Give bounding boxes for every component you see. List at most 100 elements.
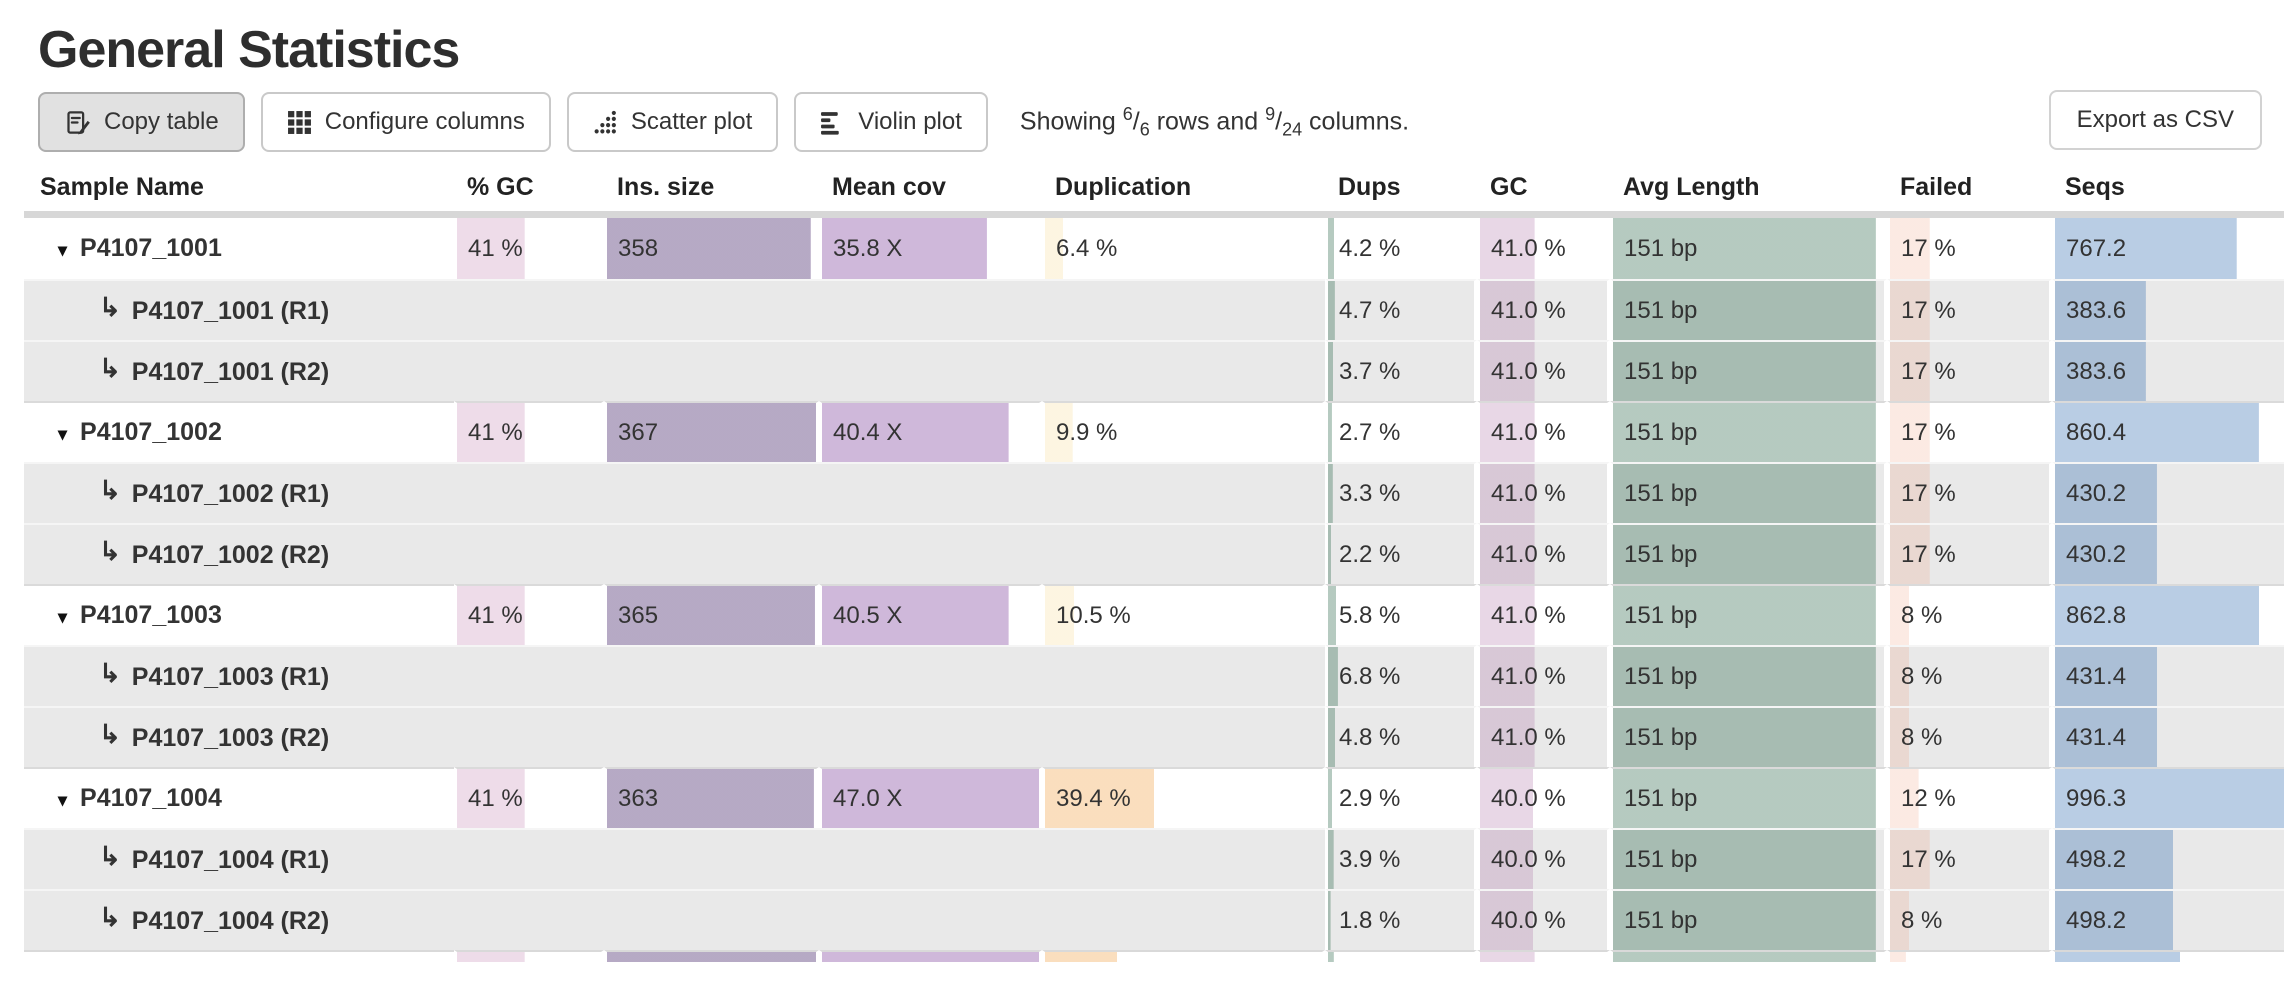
child-arrow-icon: ↳	[99, 353, 121, 383]
cell-value: 12 %	[1901, 784, 1956, 812]
violin-plot-button[interactable]: Violin plot	[794, 92, 988, 152]
col-header-dup[interactable]: Duplication	[1042, 164, 1325, 218]
cell-value: 10.5 %	[1056, 601, 1131, 629]
table-row: ↳ P4107_1004 (R1) 3.9 % 40.0 % 151 bp 17 % 498…	[24, 828, 2284, 889]
sample-name-cell[interactable]: ▾ P4107_1003	[24, 584, 454, 645]
cell-failed: 8 %	[1887, 584, 2052, 645]
cell-dup	[1042, 645, 1325, 706]
copy-table-button[interactable]: Copy table	[38, 92, 245, 152]
sample-name: P4107_1004 (R2)	[131, 907, 330, 935]
col-header-len[interactable]: Avg Length	[1610, 164, 1887, 218]
cell-dups: 1.8 %	[1325, 889, 1477, 950]
cell-value: 151 bp	[1624, 296, 1698, 324]
table-row: ↳ P4107_1002 (R2) 2.2 % 41.0 % 151 bp 17 % 430…	[24, 523, 2284, 584]
cell-gc: 41.0 %	[1477, 218, 1610, 279]
sample-name-cell[interactable]: ↳ P4107_1004 (R2)	[24, 889, 454, 950]
export-csv-button[interactable]: Export as CSV	[2048, 90, 2262, 150]
scatter-plot-button[interactable]: Scatter plot	[566, 92, 779, 152]
cell-dup	[1042, 828, 1325, 889]
table-row: ↳ P4107_1004 (R2) 1.8 % 40.0 % 151 bp 8 % 498.…	[24, 889, 2284, 950]
cell-value: 35.8 X	[833, 234, 903, 262]
copy-table-label: Copy table	[104, 108, 219, 135]
cell-value: 767.2	[2066, 234, 2127, 262]
cell-value: 498.2	[2066, 845, 2127, 873]
cell-dup: 9.9 %	[1042, 401, 1325, 462]
sample-name-cell[interactable]: ▾ P4107_1001	[24, 218, 454, 279]
cell-value: 383.6	[2066, 357, 2127, 385]
cell-len	[1610, 950, 1887, 962]
cell-value: 151 bp	[1624, 784, 1698, 812]
sample-name-cell[interactable]: ↳ P4107_1002 (R2)	[24, 523, 454, 584]
cell-gc: 41.0 %	[1477, 584, 1610, 645]
cell-seqs: 431.4	[2052, 706, 2284, 767]
grid-icon	[287, 110, 312, 135]
col-header-seqs[interactable]: Seqs	[2052, 164, 2284, 218]
cell-gc: 40.0 %	[1477, 828, 1610, 889]
cell-value: 17 %	[1901, 357, 1956, 385]
cell-value: 47.0 X	[833, 784, 903, 812]
cell-gc: 41.0 %	[1477, 523, 1610, 584]
cell-value: 2.2 %	[1339, 540, 1401, 568]
cell-failed: 17 %	[1887, 401, 2052, 462]
cell-dup	[1042, 889, 1325, 950]
cell-gc: 41.0 %	[1477, 462, 1610, 523]
cell-failed: 17 %	[1887, 828, 2052, 889]
cell-value: 17 %	[1901, 418, 1956, 446]
col-header-sample[interactable]: Sample Name	[24, 164, 454, 218]
cell-cov	[819, 279, 1042, 340]
cell-value: 6.4 %	[1056, 234, 1118, 262]
cell-cov	[819, 950, 1042, 962]
cell-len: 151 bp	[1610, 279, 1887, 340]
cell-seqs: 996.3	[2052, 767, 2284, 828]
cell-cov	[819, 828, 1042, 889]
cell-value: 17 %	[1901, 479, 1956, 507]
collapse-caret-icon[interactable]: ▾	[58, 790, 68, 810]
cell-gc: 41.0 %	[1477, 279, 1610, 340]
col-header-failed[interactable]: Failed	[1887, 164, 2052, 218]
cell-pct_gc	[454, 340, 604, 401]
sample-name-cell[interactable]: ↳ P4107_1003 (R2)	[24, 706, 454, 767]
cell-cov: 40.4 X	[819, 401, 1042, 462]
cell-value: 151 bp	[1624, 479, 1698, 507]
cell-cov	[819, 645, 1042, 706]
cell-pct_gc	[454, 706, 604, 767]
table-body: ▾ P4107_1001 41 % 358 35.8 X 6.4 % 4.2 % 41.0 %…	[24, 218, 2284, 962]
child-arrow-icon: ↳	[99, 292, 121, 322]
col-header-pct_gc[interactable]: % GC	[454, 164, 604, 218]
sample-name-cell[interactable]: ▾ P4107_1004	[24, 767, 454, 828]
sample-name-cell[interactable]: ↳ P4107_1003 (R1)	[24, 645, 454, 706]
sample-name-cell[interactable]: ▾ P4107_1002	[24, 401, 454, 462]
cell-value: 358	[618, 234, 659, 262]
cell-gc: 41.0 %	[1477, 340, 1610, 401]
cell-ins: 363	[604, 767, 819, 828]
col-header-ins[interactable]: Ins. size	[604, 164, 819, 218]
cell-value: 6.8 %	[1339, 662, 1401, 690]
sample-name-cell[interactable]: ↳ P4107_1001 (R1)	[24, 279, 454, 340]
configure-columns-button[interactable]: Configure columns	[260, 92, 551, 152]
collapse-caret-icon[interactable]: ▾	[58, 424, 68, 444]
cell-dup	[1042, 462, 1325, 523]
general-statistics-table: Sample Name% GC Ins. size Mean cov Duplicat…	[24, 164, 2284, 962]
cell-pct_gc	[454, 645, 604, 706]
collapse-caret-icon[interactable]: ▾	[58, 240, 68, 260]
cell-dup	[1042, 950, 1325, 962]
sample-name-cell[interactable]: ↳ P4107_1002 (R1)	[24, 462, 454, 523]
cell-value: 363	[618, 784, 659, 812]
col-header-gc[interactable]: GC	[1477, 164, 1610, 218]
sample-name-cell[interactable]: ↳ P4107_1001 (R2)	[24, 340, 454, 401]
cell-seqs	[2052, 950, 2284, 962]
cell-value: 1.8 %	[1339, 906, 1401, 934]
sample-name-cell[interactable]: ↳ P4107_1004 (R1)	[24, 828, 454, 889]
collapse-caret-icon[interactable]: ▾	[58, 607, 68, 627]
col-header-dups[interactable]: Dups	[1325, 164, 1477, 218]
cell-failed: 17 %	[1887, 462, 2052, 523]
child-arrow-icon: ↳	[99, 719, 121, 749]
cell-value: 151 bp	[1624, 845, 1698, 873]
cell-value: 151 bp	[1624, 357, 1698, 385]
table-row: ▾ P4107_1003 41 % 365 40.5 X 10.5 % 5.8 % 41.0 …	[24, 584, 2284, 645]
cell-dups: 4.2 %	[1325, 218, 1477, 279]
cell-value: 3.9 %	[1339, 845, 1401, 873]
cell-value: 151 bp	[1624, 906, 1698, 934]
col-header-cov[interactable]: Mean cov	[819, 164, 1042, 218]
cell-value: 3.3 %	[1339, 479, 1401, 507]
